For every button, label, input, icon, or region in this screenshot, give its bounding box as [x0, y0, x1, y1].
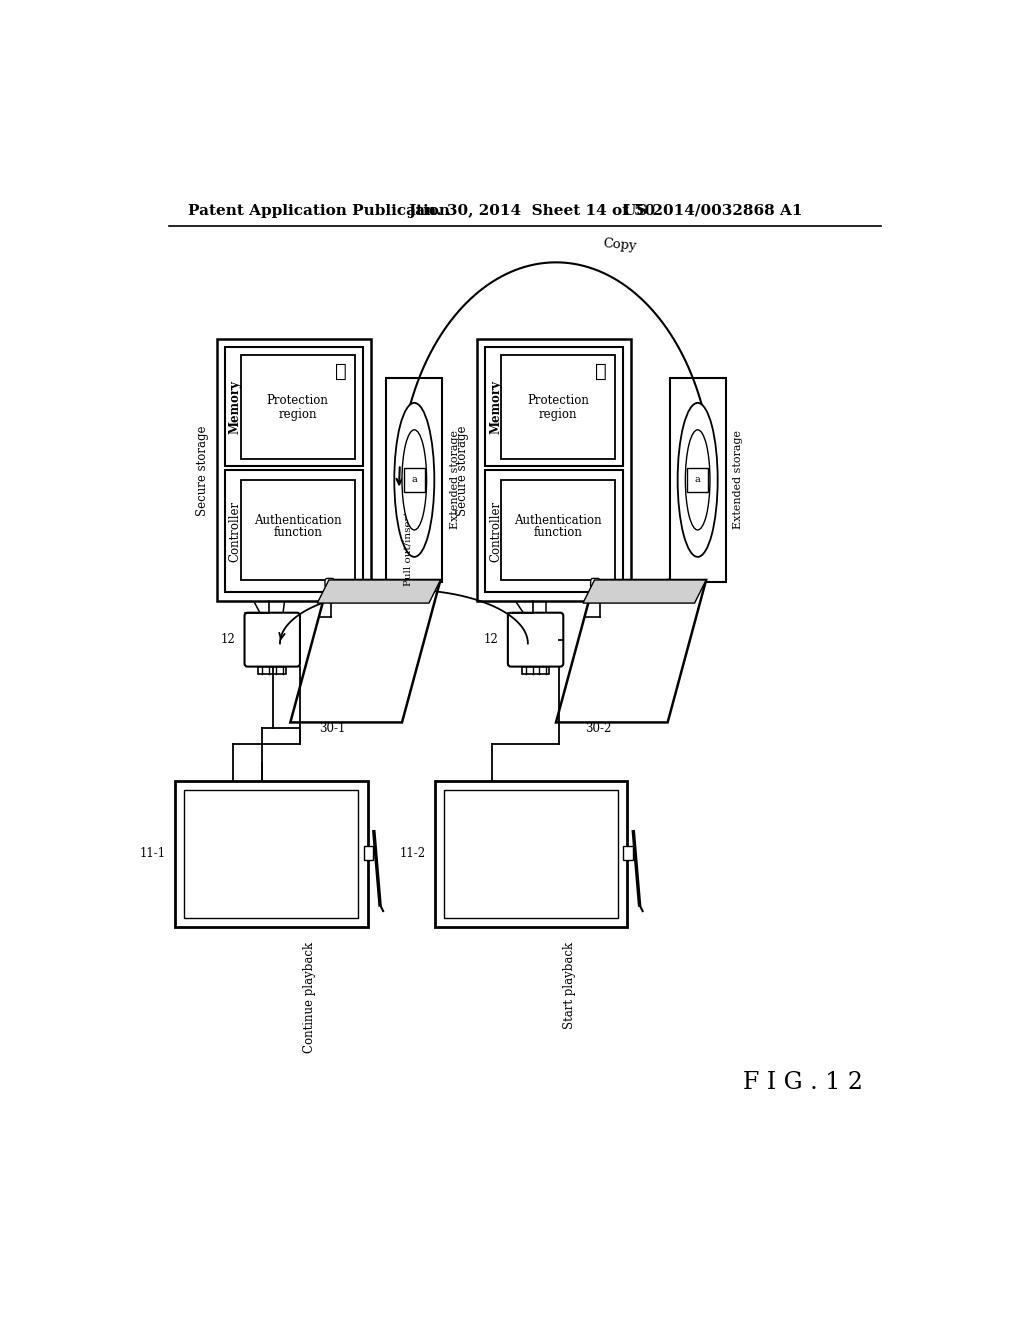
- Ellipse shape: [394, 403, 434, 557]
- FancyBboxPatch shape: [325, 578, 334, 587]
- Text: 30-1: 30-1: [319, 722, 345, 735]
- Bar: [687, 467, 709, 492]
- Bar: [224, 470, 364, 591]
- Bar: [501, 480, 614, 581]
- Bar: [484, 470, 624, 591]
- Bar: [175, 780, 368, 927]
- Bar: [501, 355, 614, 459]
- Text: 🗝: 🗝: [595, 362, 607, 381]
- Text: 12: 12: [484, 634, 499, 647]
- Polygon shape: [556, 579, 707, 722]
- Text: Authentication: Authentication: [254, 513, 341, 527]
- FancyBboxPatch shape: [591, 578, 600, 587]
- Text: 11-2: 11-2: [399, 847, 425, 861]
- Polygon shape: [583, 579, 707, 603]
- Bar: [477, 339, 631, 601]
- Text: Memory: Memory: [228, 380, 242, 434]
- Text: region: region: [279, 408, 316, 421]
- Bar: [258, 667, 286, 675]
- Text: Extended storage: Extended storage: [733, 430, 743, 529]
- Text: a: a: [695, 475, 700, 484]
- Text: Secure storage: Secure storage: [197, 425, 209, 516]
- Text: Controller: Controller: [489, 500, 502, 561]
- Polygon shape: [291, 579, 440, 722]
- Bar: [624, 846, 633, 861]
- Bar: [484, 347, 624, 466]
- Bar: [224, 347, 364, 466]
- Text: Controller: Controller: [228, 500, 242, 561]
- Ellipse shape: [678, 403, 718, 557]
- Text: Copy: Copy: [602, 238, 637, 253]
- Text: F I G . 1 2: F I G . 1 2: [742, 1071, 862, 1094]
- Text: Authentication: Authentication: [514, 513, 602, 527]
- Text: 11-1: 11-1: [140, 847, 166, 861]
- Bar: [444, 789, 617, 917]
- Text: Secure storage: Secure storage: [457, 425, 469, 516]
- Text: region: region: [539, 408, 578, 421]
- FancyBboxPatch shape: [245, 612, 300, 667]
- Bar: [521, 667, 550, 675]
- Polygon shape: [317, 579, 440, 603]
- Text: 12: 12: [220, 634, 236, 647]
- Text: Continue playback: Continue playback: [303, 942, 316, 1053]
- Bar: [364, 846, 373, 861]
- Text: US 2014/0032868 A1: US 2014/0032868 A1: [624, 203, 803, 218]
- FancyBboxPatch shape: [508, 612, 563, 667]
- Text: 🗝: 🗝: [335, 362, 347, 381]
- Text: Patent Application Publication: Patent Application Publication: [188, 203, 451, 218]
- Bar: [386, 378, 442, 582]
- Bar: [403, 467, 425, 492]
- Text: function: function: [273, 527, 323, 539]
- Text: 30-2: 30-2: [585, 722, 611, 735]
- Text: Jan. 30, 2014  Sheet 14 of 50: Jan. 30, 2014 Sheet 14 of 50: [408, 203, 655, 218]
- Text: Pull out/insert: Pull out/insert: [403, 511, 413, 586]
- Text: Protection: Protection: [527, 395, 589, 408]
- Text: Extended storage: Extended storage: [451, 430, 460, 529]
- Text: function: function: [534, 527, 583, 539]
- Text: Start playback: Start playback: [563, 942, 575, 1030]
- Text: Protection: Protection: [266, 395, 329, 408]
- Text: a: a: [412, 475, 417, 484]
- Ellipse shape: [402, 430, 427, 529]
- Bar: [241, 480, 354, 581]
- Bar: [241, 355, 354, 459]
- Bar: [184, 789, 358, 917]
- Bar: [435, 780, 628, 927]
- Bar: [670, 378, 726, 582]
- Text: Memory: Memory: [489, 380, 502, 434]
- Ellipse shape: [685, 430, 710, 529]
- Bar: [217, 339, 371, 601]
